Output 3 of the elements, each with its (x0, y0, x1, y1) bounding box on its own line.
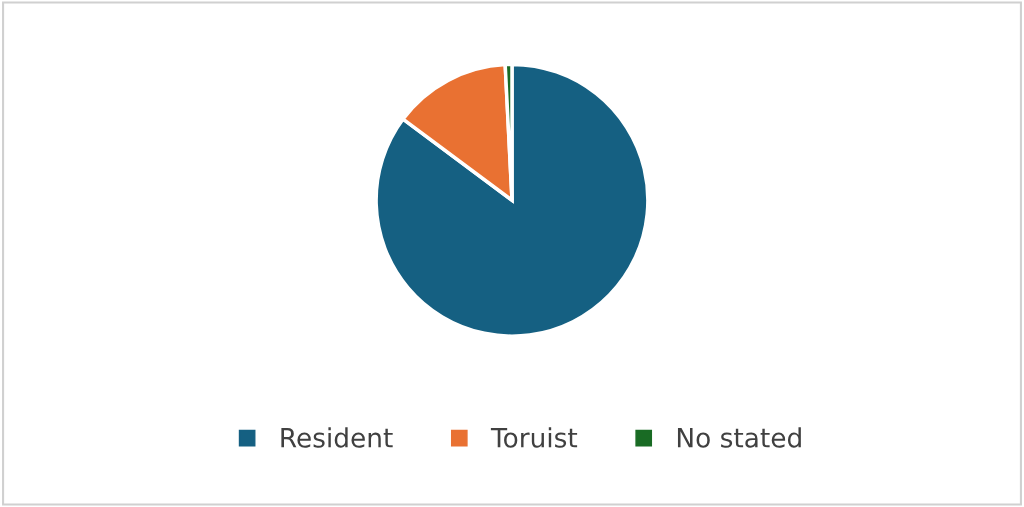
legend-label: Toruist (490, 427, 578, 448)
legend-label: No stated (677, 427, 801, 448)
legend-label: Resident (281, 427, 393, 448)
